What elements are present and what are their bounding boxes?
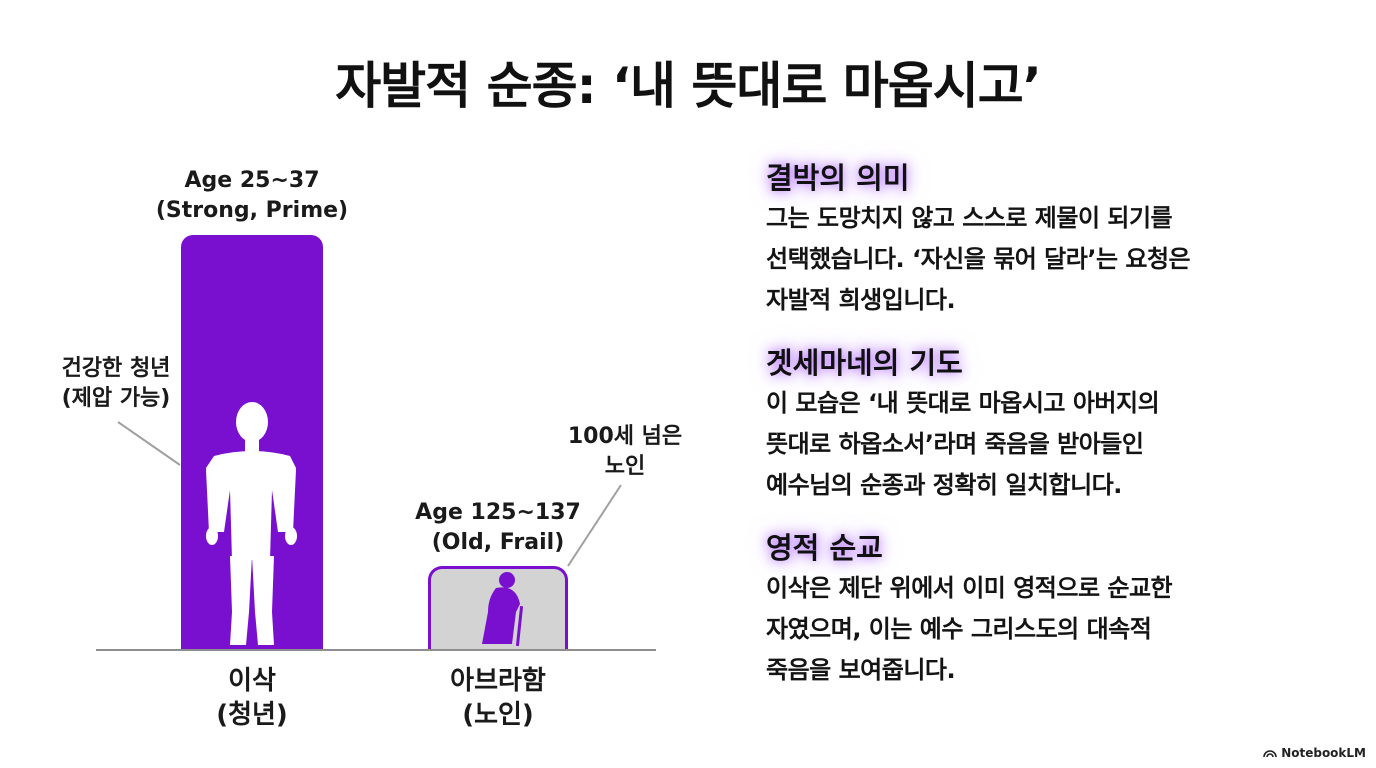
age-comparison-figure: Age 25~37 (Strong, Prime) 건강한 청년 (제압 가능)… xyxy=(38,166,710,732)
section-gethsemane: 겟세마네의 기도 이 모습은 ‘내 뜻대로 마옵시고 아버지의 뜻대로 하옵소서… xyxy=(766,343,1356,506)
young-callout-line1: 건강한 청년 xyxy=(61,356,171,381)
section-line: 자발적 희생입니다. xyxy=(766,286,956,314)
young-name: 이삭 xyxy=(228,666,276,696)
old-age: Age 125~137 xyxy=(415,500,581,525)
old-category-label: 아브라함 (노인) xyxy=(408,664,588,732)
section-heading: 결박의 의미 xyxy=(766,161,910,195)
old-role: (노인) xyxy=(462,700,534,730)
section-body: 이삭은 제단 위에서 이미 영적으로 순교한 자였으며, 이는 예수 그리스도의… xyxy=(766,568,1356,691)
section-line: 선택했습니다. ‘자신을 묶어 달라’는 요청은 xyxy=(766,245,1191,273)
section-line: 자였으며, 이는 예수 그리스도의 대속적 xyxy=(766,615,1152,643)
young-age: Age 25~37 xyxy=(184,168,320,193)
brand-watermark: NotebookLM xyxy=(1263,746,1366,760)
section-body: 그는 도망치지 않고 스스로 제물이 되기를 선택했습니다. ‘자신을 묶어 달… xyxy=(766,198,1356,321)
baseline xyxy=(96,649,656,651)
young-age-label: Age 25~37 (Strong, Prime) xyxy=(152,166,352,226)
section-body: 이 모습은 ‘내 뜻대로 마옵시고 아버지의 뜻대로 하옵소서’라며 죽음을 받… xyxy=(766,383,1356,506)
section-line: 이삭은 제단 위에서 이미 영적으로 순교한 xyxy=(766,574,1173,602)
young-category-label: 이삭 (청년) xyxy=(162,664,342,732)
section-binding: 결박의 의미 그는 도망치지 않고 스스로 제물이 되기를 선택했습니다. ‘자… xyxy=(766,158,1356,321)
young-callout-line xyxy=(117,421,181,466)
brand-label: NotebookLM xyxy=(1281,746,1366,760)
section-line: 그는 도망치지 않고 스스로 제물이 되기를 xyxy=(766,204,1173,232)
old-callout: 100세 넘은 노인 xyxy=(540,422,710,482)
figure-overlay xyxy=(117,402,622,647)
section-martyrdom: 영적 순교 이삭은 제단 위에서 이미 영적으로 순교한 자였으며, 이는 예수… xyxy=(766,528,1356,691)
section-line: 죽음을 보여줍니다. xyxy=(766,656,956,684)
old-condition: (Old, Frail) xyxy=(431,530,565,555)
section-line: 예수님의 순종과 정확히 일치합니다. xyxy=(766,471,1122,499)
page-title: 자발적 순종: ‘내 뜻대로 마옵시고’ xyxy=(335,57,1042,115)
section-line: 이 모습은 ‘내 뜻대로 마옵시고 아버지의 xyxy=(766,389,1160,417)
notebooklm-logo-icon xyxy=(1263,750,1277,758)
old-callout-line2: 노인 xyxy=(604,454,646,479)
old-callout-line xyxy=(567,484,622,567)
muscular-man-silhouette-icon xyxy=(206,402,297,645)
section-heading: 겟세마네의 기도 xyxy=(766,346,963,380)
young-condition: (Strong, Prime) xyxy=(155,198,349,223)
young-callout-line2: (제압 가능) xyxy=(61,386,171,411)
young-callout: 건강한 청년 (제압 가능) xyxy=(38,354,194,414)
elderly-person-with-cane-icon xyxy=(482,572,524,647)
explanation-column: 결박의 의미 그는 도망치지 않고 스스로 제물이 되기를 선택했습니다. ‘자… xyxy=(766,158,1356,713)
section-line: 뜻대로 하옵소서’라며 죽음을 받아들인 xyxy=(766,430,1144,458)
old-name: 아브라함 xyxy=(450,666,546,696)
old-callout-line1: 100세 넘은 xyxy=(567,424,683,449)
old-age-label: Age 125~137 (Old, Frail) xyxy=(398,498,598,558)
young-role: (청년) xyxy=(216,700,288,730)
section-heading: 영적 순교 xyxy=(766,531,883,565)
